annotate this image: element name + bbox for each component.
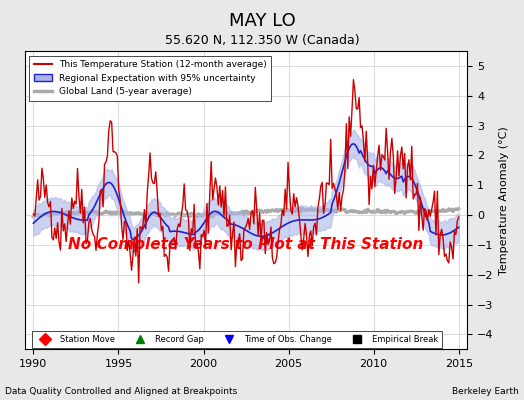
Legend: Station Move, Record Gap, Time of Obs. Change, Empirical Break: Station Move, Record Gap, Time of Obs. C…	[32, 331, 442, 348]
Y-axis label: Temperature Anomaly (°C): Temperature Anomaly (°C)	[499, 126, 509, 274]
Text: Berkeley Earth: Berkeley Earth	[452, 387, 519, 396]
Text: MAY LO: MAY LO	[228, 12, 296, 30]
Text: Data Quality Controlled and Aligned at Breakpoints: Data Quality Controlled and Aligned at B…	[5, 387, 237, 396]
Text: No Complete Years to Plot at This Station: No Complete Years to Plot at This Statio…	[68, 237, 424, 252]
Text: 55.620 N, 112.350 W (Canada): 55.620 N, 112.350 W (Canada)	[165, 34, 359, 47]
